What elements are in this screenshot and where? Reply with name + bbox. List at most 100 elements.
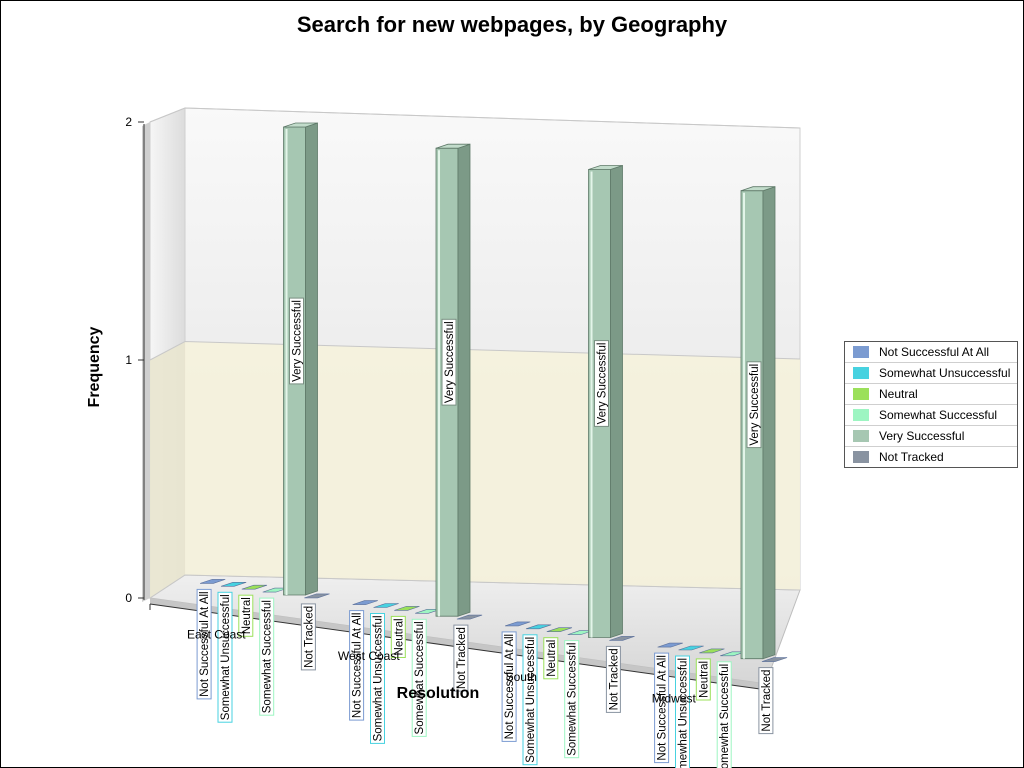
bar-data-label-box [259,597,275,716]
bar-side [762,186,776,660]
y-axis-title: Frequency [86,326,103,407]
legend-label: Somewhat Successful [879,408,998,422]
bar-flat [200,579,226,584]
bar-flat [304,593,330,599]
bar-data-label-box [564,640,580,759]
side-wall-band [150,341,185,598]
bar-data-label-box [370,613,385,744]
bar-data-label-box [758,667,774,735]
x-tick-label: West Coast [338,649,400,663]
bar-data-label: Neutral [695,658,711,701]
bar-data-label: Somewhat Unsuccessful [522,634,538,766]
bar-data-label-box [349,610,365,721]
bar-data-label-text: Not Tracked [608,648,620,710]
bar-data-label-text: Neutral [546,640,558,677]
bar-data-label-box [453,624,469,692]
bar-data-label-box [522,634,538,766]
legend-item: Not Tracked [845,447,1017,467]
legend-label: Not Successful At All [879,345,990,359]
bar-flat [373,603,399,608]
legend-item: Somewhat Successful [845,405,1017,426]
bar-data-label-box [501,631,517,742]
bar-data-label: Somewhat Successful [716,661,732,768]
bar-data-label-text: Neutral [241,597,253,634]
x-tick-label: South [506,670,537,684]
legend-label: Very Successful [879,429,965,443]
bar-data-label: Not Successful At All [196,588,212,700]
bar-data-label: Very Successful [746,361,762,449]
bar-data-label-box [675,655,690,768]
bar-data-label-text: Somewhat Unsuccessful [678,658,690,768]
bar-data-label: Not Successful At All [349,610,365,721]
bar-data-label-text: Somewhat Successful [414,621,426,734]
bar-data-label-box [716,661,732,768]
bar-data-label-box [196,588,212,700]
bar-data-label: Not Successful At All [654,652,670,764]
bar-flat [657,642,683,648]
bar [373,603,399,608]
bar-data-label-text: Neutral [698,661,710,698]
bar-data-label-box [300,603,316,671]
bar [699,648,725,654]
bar-data-label-text: Neutral [393,618,405,655]
bar-top [740,186,776,192]
bar-data-label-box [289,297,304,385]
bar-data-label-box [605,645,621,713]
bar-side [305,122,318,596]
bar [241,584,268,590]
bar-data-label: Not Successful At All [501,631,517,742]
y-tick-label: 0 [125,591,132,605]
legend-swatch [853,346,869,358]
y-tick-label: 1 [125,353,132,367]
bar-data-label: Somewhat Unsuccessful [370,613,385,744]
bar-data-label: Somewhat Unsuccessful [675,655,690,768]
bar-flat [394,606,420,611]
bar-data-label-box [217,591,233,723]
x-tick-label: Midwest [652,691,697,705]
bar-data-label: Neutral [238,594,254,637]
bar [657,642,683,648]
bar-data-label-text: Somewhat Unsuccessful [525,637,537,763]
bar-top [588,165,623,170]
bar [304,593,330,599]
bar-side [610,164,623,639]
bar [546,627,573,633]
legend-swatch [853,430,869,442]
bar-data-label: Neutral [543,637,559,680]
bar-data-label-box [390,615,406,659]
bar-flat [678,645,704,651]
bar-data-label-text: Very Successful [597,343,609,425]
bar-data-label-text: Very Successful [292,300,304,382]
bar-flat [220,581,247,587]
bar-data-label-text: Not Successful At All [199,591,211,696]
legend: Not Successful At All Somewhat Unsuccessf… [844,341,1018,468]
bar-data-label-text: Not Successful At All [504,634,516,739]
bar-flat [241,584,268,590]
x-axis-title: Resolution [397,685,480,702]
bar-data-label-text: Not Tracked [761,670,773,732]
legend-item: Very Successful [845,426,1017,447]
bar-data-label-box [746,361,762,449]
bar-flat [546,627,573,633]
bar-data-label: Not Tracked [758,667,774,735]
bar-data-label-text: Somewhat Unsuccessful [220,594,232,720]
bar-data-label: Not Tracked [605,645,621,713]
bar-side [457,143,471,617]
bar [761,657,788,662]
bar-data-label-box [441,318,457,406]
legend-swatch [853,409,869,421]
bar-flat [525,624,552,630]
legend-swatch [853,388,869,400]
bar-data-label: Somewhat Successful [564,640,580,759]
legend-swatch [853,367,869,379]
bar [352,600,378,605]
bar-data-label-box [238,594,254,637]
bar-top [283,122,318,128]
bar [394,606,420,611]
legend-swatch [853,451,869,463]
bar-data-label-text: Somewhat Successful [567,643,579,756]
bar-data-label-text: Not Successful At All [352,613,364,718]
gridline [149,107,801,129]
bar [609,636,635,641]
bar-data-label-text: Not Tracked [303,606,315,668]
